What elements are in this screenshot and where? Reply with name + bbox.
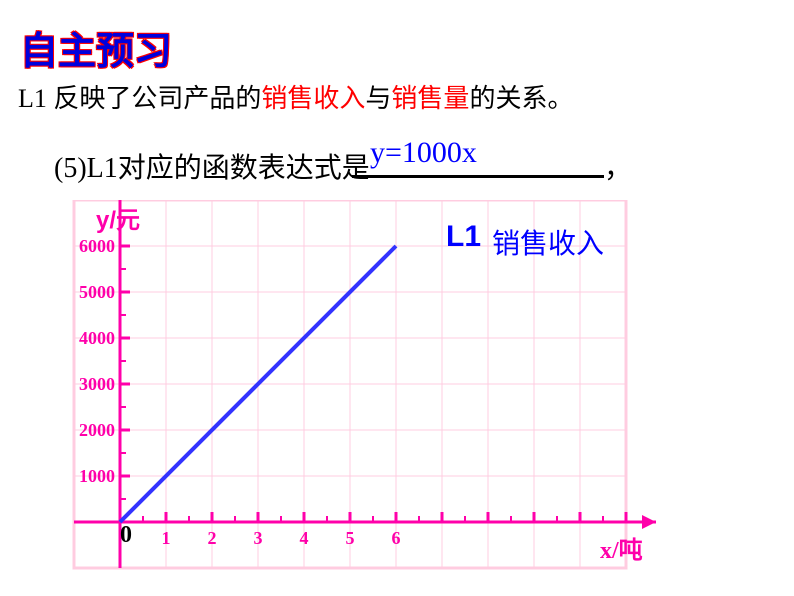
- trailing-comma: ，: [604, 146, 632, 186]
- x-tick-label: 2: [197, 528, 227, 549]
- y-tick-label: 4000: [65, 328, 115, 349]
- revenue-label: 销售收入: [492, 222, 604, 262]
- l1-label: L1: [446, 220, 481, 254]
- chart-area: y/元 x/吨 0 L1 销售收入 1000 2000 3000 4000 5000 60…: [60, 200, 740, 570]
- question-text: (5)L1对应的函数表达式是: [54, 146, 370, 186]
- x-tick-label: 4: [289, 528, 319, 549]
- section-heading: 自主预习: [20, 20, 172, 75]
- y-axis-label: y/元: [96, 200, 140, 235]
- y-tick-label: 1000: [65, 466, 115, 487]
- text-part: L1 反映了公司产品的: [18, 84, 261, 113]
- x-tick-label: 3: [243, 528, 273, 549]
- highlight-red: 销售收入: [261, 84, 365, 113]
- y-tick-label: 5000: [65, 282, 115, 303]
- origin-label: 0: [120, 522, 132, 549]
- chart-svg: [60, 200, 740, 570]
- y-tick-label: 3000: [65, 374, 115, 395]
- highlight-red: 销售量: [391, 84, 469, 113]
- x-tick-label: 6: [381, 528, 411, 549]
- x-tick-label: 1: [151, 528, 181, 549]
- x-axis-label: x/吨: [600, 530, 643, 565]
- text-part: 的关系。: [469, 84, 573, 113]
- y-tick-label: 6000: [65, 236, 115, 257]
- text-part: 与: [365, 84, 391, 113]
- y-tick-label: 2000: [65, 420, 115, 441]
- answer-underline: [352, 175, 604, 178]
- answer-equation: y=1000x: [370, 136, 477, 170]
- x-tick-label: 5: [335, 528, 365, 549]
- statement-line: L1 反映了公司产品的销售收入与销售量的关系。: [18, 78, 573, 115]
